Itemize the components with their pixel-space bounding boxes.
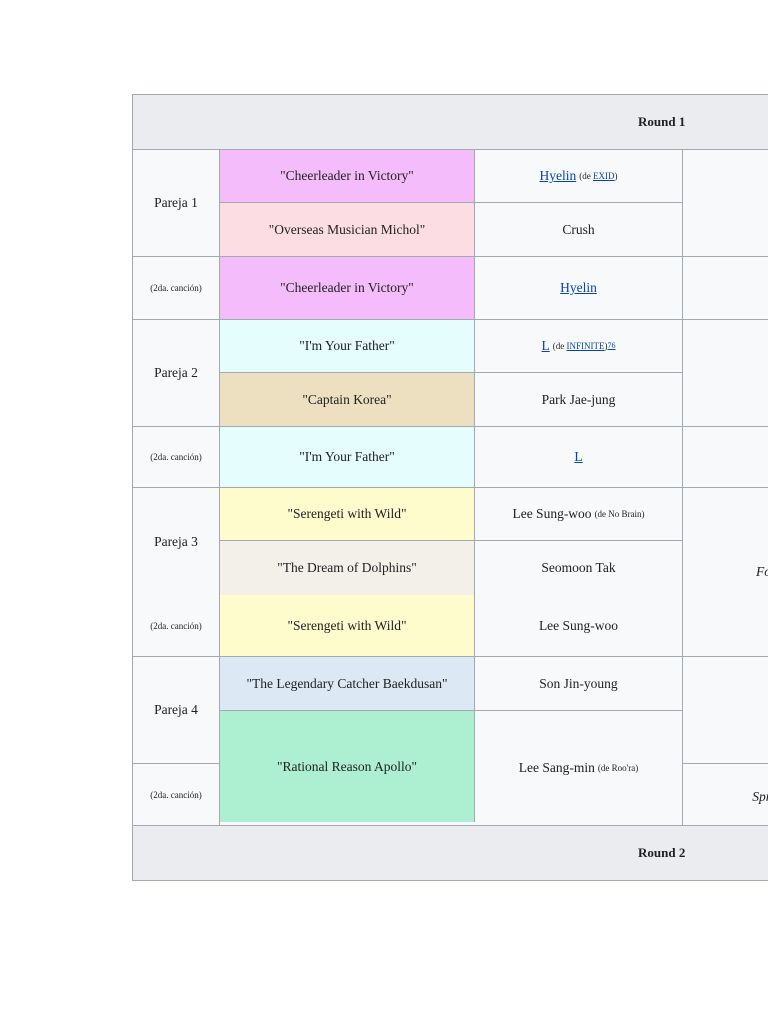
pair-3-singer-b: Seomoon Tak (475, 540, 683, 595)
pair-3-song-a: "Serengeti with Wild" (220, 487, 475, 540)
pair-1-second-label: (2da. canción) (133, 256, 220, 319)
pair-1-label: Pareja 1 (133, 149, 220, 256)
exid-link[interactable]: EXID (593, 171, 615, 181)
pair-3-second-singer: Lee Sung-woo (475, 595, 683, 656)
pair-2-singer-a: L (de INFINITE) 76 (475, 319, 683, 372)
l-link[interactable]: L (541, 338, 550, 353)
pair-2-singer-b: Park Jae-jung (475, 372, 683, 426)
pair-2-singer-a-note: (de INFINITE) (553, 341, 608, 351)
pair-1-song-a: "Cheerleader in Victory" (220, 149, 475, 202)
pair-2-second-label: (2da. canción) (133, 426, 220, 487)
pair-3-singer-a: Lee Sung-woo (de No Brain) (475, 487, 683, 540)
pair-4-song-b: "Rational Reason Apollo" (220, 710, 475, 822)
pair-3-result: Fo (683, 487, 768, 656)
infinite-link[interactable]: INFINITE (566, 341, 605, 351)
pair-2-second-song: "I'm Your Father" (220, 426, 475, 487)
pair-3-song-b: "The Dream of Dolphins" (220, 540, 475, 595)
pair-2-second-singer: L (475, 426, 683, 487)
reference-76-link[interactable]: 76 (607, 341, 616, 350)
pair-1-song-b: "Overseas Musician Michol" (220, 202, 475, 256)
pair-3-singer-a-name: Lee Sung-woo (512, 506, 592, 521)
pair-4-second-result: Spr (683, 763, 768, 825)
pair-4-result (683, 656, 768, 763)
round-1-title: Round 1 (638, 114, 686, 129)
pair-1-singer-a: Hyelin (de EXID) (475, 149, 683, 202)
pair-2-second-result (683, 426, 768, 487)
pair-3-singer-a-note: (de No Brain) (594, 509, 645, 519)
pair-4-singer-a: Son Jin-young (475, 656, 683, 710)
pair-4-singer-b-note: (de Roo'ra) (597, 763, 639, 773)
pair-4-singer-b-name: Lee Sang-min (518, 760, 595, 775)
l-second-link[interactable]: L (574, 449, 583, 464)
pair-3-label: Pareja 3 (133, 487, 220, 595)
pair-2-label: Pareja 2 (133, 319, 220, 426)
pair-3-second-label: (2da. canción) (133, 595, 220, 656)
pair-1-second-result (683, 256, 768, 319)
results-table: Round 1 Pareja 1 "Cheerleader in Victory… (132, 94, 768, 881)
note-close: ) (614, 171, 618, 181)
pair-1-singer-a-note: (de EXID) (579, 171, 617, 181)
round-1-header: Round 1 (133, 95, 768, 149)
note-open: (de (552, 341, 567, 351)
pair-2-song-a: "I'm Your Father" (220, 319, 475, 372)
hyelin-second-link[interactable]: Hyelin (560, 280, 597, 295)
note-close: ) (604, 341, 608, 351)
pair-4-second-result-text: Spr (752, 789, 768, 804)
round-2-header: Round 2 (133, 825, 768, 880)
note-open: (de (579, 171, 593, 181)
hyelin-link[interactable]: Hyelin (539, 168, 577, 183)
pair-3-result-text: Fo (756, 564, 768, 579)
pair-1-second-song: "Cheerleader in Victory" (220, 256, 475, 319)
pair-4-singer-b: Lee Sang-min (de Roo'ra) (475, 710, 683, 825)
pair-1-second-singer: Hyelin (475, 256, 683, 319)
pair-1-result: J (683, 149, 768, 256)
pair-3-second-song: "Serengeti with Wild" (220, 595, 475, 656)
round-2-title: Round 2 (638, 845, 686, 860)
pair-4-second-label: (2da. canción) (133, 763, 220, 825)
pair-4-song-a: "The Legendary Catcher Baekdusan" (220, 656, 475, 710)
pair-2-song-b: "Captain Korea" (220, 372, 475, 426)
pair-4-label: Pareja 4 (133, 656, 220, 763)
pair-1-singer-b: Crush (475, 202, 683, 256)
pair-2-result (683, 319, 768, 426)
